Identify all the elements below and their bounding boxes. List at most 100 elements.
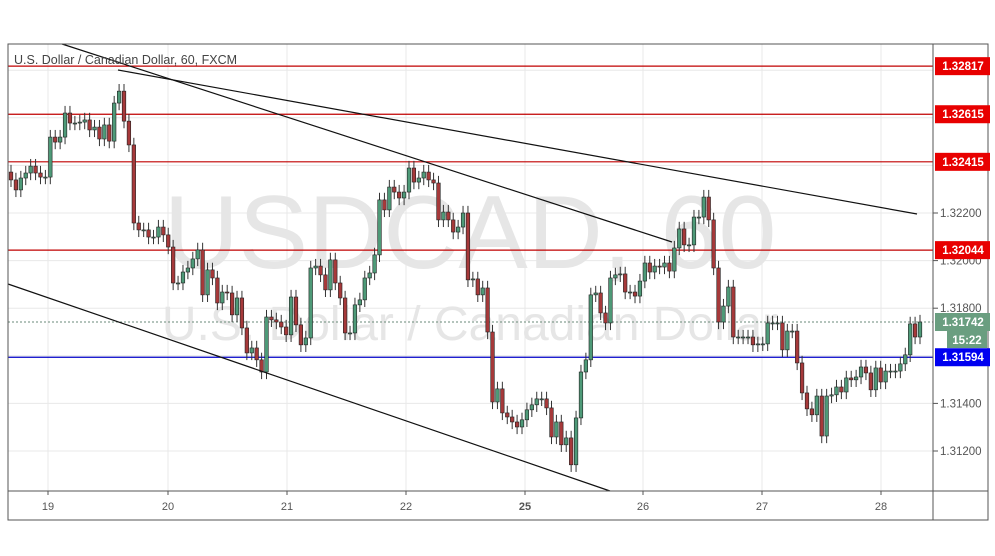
price-labels: 1.32817 1.32615 1.32415 1.32044 1.31742 15:22… [935, 57, 990, 367]
trendlines [7, 43, 918, 492]
candle-down [731, 286, 736, 338]
y-tick-label: 1.31800 [940, 303, 982, 315]
candle-up [628, 291, 633, 294]
candle-up [362, 277, 367, 301]
candle-up [456, 226, 461, 233]
candle-down [603, 312, 608, 324]
candle-down [397, 191, 402, 199]
candle-down [780, 322, 785, 351]
candle-down [465, 212, 471, 281]
candle-up [190, 258, 195, 269]
candle-up [151, 236, 156, 239]
x-tick-label: 19 [42, 501, 54, 513]
candle-up [519, 419, 525, 428]
candle-up [102, 124, 107, 140]
candle-up [608, 277, 613, 324]
candle-up [82, 119, 87, 123]
resistance-price-badge [935, 241, 990, 260]
candle-down [849, 377, 854, 381]
trendline-lower-channel[interactable] [7, 283, 611, 492]
candle-up [893, 370, 898, 373]
time-axis[interactable]: 19 20 21 22 25 26 27 28 [42, 491, 887, 513]
candle-down [711, 219, 716, 269]
resistance-price-badge [935, 57, 990, 76]
candle-up [593, 292, 598, 296]
candle-up [829, 394, 834, 397]
candle-down [210, 269, 215, 279]
candle-up [564, 437, 569, 446]
candle-down [750, 336, 756, 346]
candle-up [583, 359, 588, 373]
candle-down [485, 287, 490, 333]
candle-down [598, 292, 603, 314]
candle-up [352, 304, 358, 334]
candle-up [613, 274, 618, 279]
y-tick-label: 1.31400 [940, 398, 982, 410]
candle-up [308, 267, 313, 339]
current-price-badge [935, 313, 990, 332]
candle-down [33, 165, 38, 174]
candle-down [161, 226, 166, 236]
candle-up [357, 299, 362, 306]
candle-down [333, 259, 338, 284]
candle-down [426, 171, 431, 181]
support-price-badge [935, 348, 990, 367]
candle-up [48, 136, 53, 178]
x-tick-label: 22 [400, 501, 412, 513]
candle-down [500, 388, 505, 414]
candle-up [92, 126, 97, 131]
resistance-price-badge [935, 105, 990, 124]
candle-up [770, 322, 775, 325]
candle-up [642, 262, 647, 282]
candle-up [116, 90, 122, 104]
candle-up [43, 176, 48, 179]
candle-up [372, 254, 377, 274]
resistance-price-badge [935, 152, 990, 171]
candle-up [480, 287, 485, 296]
candle-down [514, 421, 520, 428]
candle-down [230, 292, 235, 316]
candle-up [313, 265, 318, 269]
candle-down [338, 282, 343, 299]
trendline-upper-shallow[interactable] [117, 69, 918, 215]
candle-up [741, 336, 746, 339]
candle-down [446, 211, 451, 221]
candle-up [903, 354, 908, 365]
candle-down [53, 136, 58, 143]
resistance-price-label: 1.32044 [942, 245, 984, 257]
candle-down [451, 219, 456, 233]
candle-down [868, 372, 873, 391]
resistance-price-label: 1.32415 [942, 157, 984, 169]
candle-down [804, 392, 810, 410]
candle-up [745, 336, 751, 339]
trendline-upper-steep[interactable] [61, 43, 673, 243]
candle-down [667, 262, 672, 272]
candle-down [392, 186, 397, 193]
candle-up [264, 316, 269, 373]
candle-down [795, 330, 800, 364]
candle-up [696, 216, 701, 219]
x-tick-label: 27 [756, 501, 768, 513]
countdown-badge [947, 331, 987, 349]
candle-down [166, 234, 171, 248]
candle-up [691, 216, 697, 246]
candle-down [259, 359, 264, 373]
candle-down [107, 124, 112, 142]
x-tick-label: 28 [875, 501, 887, 513]
candle-up [578, 371, 584, 419]
candle-down [200, 249, 205, 296]
candle-up [854, 376, 859, 381]
candle-up [888, 370, 893, 373]
candle-down [569, 437, 574, 466]
candle-down [716, 267, 721, 323]
candle-up [205, 269, 210, 296]
candle-up [701, 196, 706, 218]
candle-down [239, 297, 245, 329]
candle-down [878, 367, 883, 383]
candle-up [677, 228, 682, 249]
candle-up [23, 172, 28, 179]
x-tick-label: 26 [637, 501, 649, 513]
candle-up [112, 102, 117, 142]
candle-up [775, 322, 780, 325]
